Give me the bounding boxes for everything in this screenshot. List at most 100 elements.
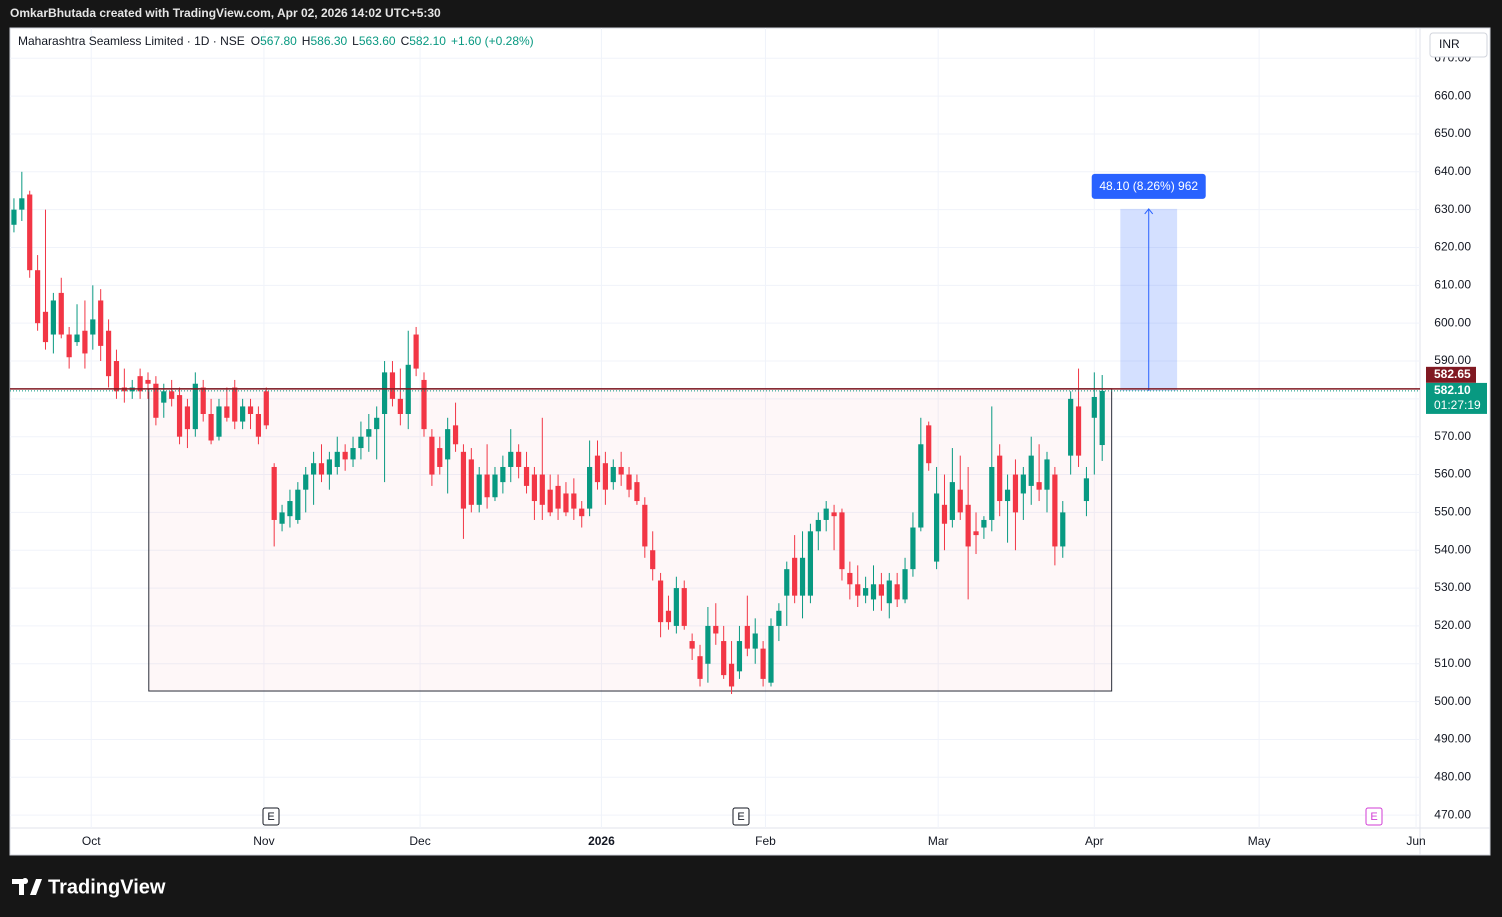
candle-body xyxy=(878,584,884,596)
candle-body xyxy=(303,474,309,490)
candle-body xyxy=(397,398,403,414)
candle-body xyxy=(855,584,861,596)
candle-body xyxy=(318,463,325,475)
candle-body xyxy=(11,209,17,225)
candle-body xyxy=(200,387,206,414)
candle-body xyxy=(587,466,593,509)
y-tick-label: 480.00 xyxy=(1434,769,1471,783)
candle-body xyxy=(1012,474,1019,513)
candle-body xyxy=(957,489,963,513)
legend-value: 582.10 xyxy=(409,34,446,48)
candle-body xyxy=(918,444,924,528)
candle-body xyxy=(145,379,151,384)
candle-body xyxy=(894,584,900,600)
earnings-marker xyxy=(1365,807,1383,826)
y-tick-label: 500.00 xyxy=(1434,694,1471,708)
candle-body xyxy=(105,330,112,377)
candle-body xyxy=(1036,482,1042,490)
candle-body xyxy=(279,512,285,524)
candle-body xyxy=(287,501,293,517)
candle-body xyxy=(965,504,971,547)
price-line-label: 582.65 xyxy=(1434,367,1471,381)
y-tick-label: 540.00 xyxy=(1434,542,1471,556)
candle-body xyxy=(42,311,49,343)
candle-body xyxy=(1028,455,1034,486)
candle-body xyxy=(500,466,506,483)
y-tick-label: 470.00 xyxy=(1434,807,1471,821)
legend-change: +1.60 (+0.28%) xyxy=(451,34,534,48)
candle-body xyxy=(342,451,348,460)
candle-body xyxy=(547,489,553,513)
candle-body xyxy=(27,194,33,271)
candle-body xyxy=(910,527,916,570)
annotations xyxy=(148,388,1113,692)
earnings-marker-label: E xyxy=(1370,811,1377,823)
currency-frame xyxy=(1429,32,1488,58)
last-price-tag xyxy=(1426,382,1487,414)
earnings-marker xyxy=(732,807,750,826)
candle-body xyxy=(579,508,585,517)
candle-body xyxy=(224,406,230,418)
candle-body xyxy=(555,485,561,509)
candle-body xyxy=(50,300,56,335)
candle-body xyxy=(421,379,427,430)
candle-body xyxy=(602,463,608,490)
candle-body xyxy=(610,466,616,483)
candle-body xyxy=(1052,474,1058,547)
candle-body xyxy=(815,519,821,532)
candle-body xyxy=(311,463,317,475)
candle-body xyxy=(673,588,679,626)
candle-body xyxy=(989,466,995,520)
candle-body xyxy=(66,334,72,358)
candle-body xyxy=(650,550,656,570)
candle-body xyxy=(799,557,806,596)
measure-arrow-head xyxy=(1144,208,1154,215)
legend-value: 567.80 xyxy=(260,34,297,48)
candle-body xyxy=(169,391,175,399)
candle-body xyxy=(184,406,191,430)
candle-body xyxy=(374,417,380,430)
footer-brand: TradingView xyxy=(48,876,166,898)
candle-body xyxy=(681,588,687,626)
y-tick-label: 490.00 xyxy=(1434,732,1471,746)
candle-body xyxy=(381,372,388,414)
candle-body xyxy=(933,493,940,562)
candle-body xyxy=(247,406,254,414)
candle-body xyxy=(697,656,703,679)
candle-body xyxy=(389,372,396,399)
x-tick-label: Apr xyxy=(1085,834,1104,848)
currency: INR xyxy=(1439,37,1460,51)
candle-body xyxy=(326,459,332,475)
candle-body xyxy=(1020,474,1026,494)
candle-body xyxy=(1083,478,1090,502)
candle-body xyxy=(744,625,750,649)
y-tick-label: 530.00 xyxy=(1434,580,1471,594)
candle-body xyxy=(413,334,419,369)
candle-body xyxy=(760,648,766,679)
candle-body xyxy=(563,493,569,513)
legend-value: 586.30 xyxy=(310,34,347,48)
grid: 470.00 480.00 490.00 500.00 510.00 520.00 530.… xyxy=(10,28,1471,848)
candle-body xyxy=(705,625,711,664)
candle-body xyxy=(728,663,735,687)
legend-key: O xyxy=(251,34,260,48)
candle-body xyxy=(973,531,979,536)
candle-body xyxy=(531,474,538,502)
candle-body xyxy=(1075,406,1082,456)
candle-body xyxy=(452,425,459,445)
header-text: OmkarBhutada created with TradingView.co… xyxy=(10,6,441,20)
candle-body xyxy=(240,406,246,422)
legend: Maharashtra Seamless Limited · 1D · NSE O… xyxy=(18,34,534,48)
candle-body xyxy=(523,466,530,486)
x-tick-label: 2026 xyxy=(588,834,615,848)
y-tick-label: 550.00 xyxy=(1434,505,1471,519)
candle-body xyxy=(476,474,482,505)
candle-body xyxy=(516,451,522,467)
candle-body xyxy=(35,270,41,324)
y-tick-label: 590.00 xyxy=(1434,353,1471,367)
legend-key: L xyxy=(352,34,359,48)
candle-body xyxy=(350,448,356,460)
